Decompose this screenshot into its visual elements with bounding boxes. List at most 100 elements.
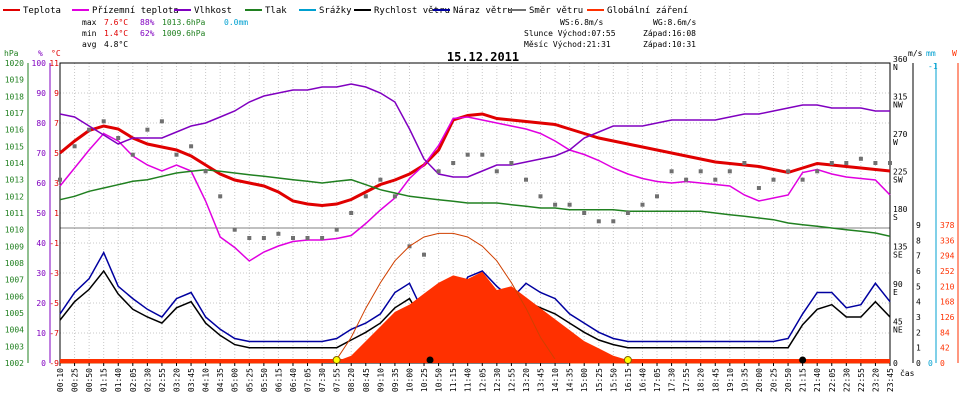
x-tick-label: 13:45 [537, 368, 546, 392]
x-tick-label: 00:10 [56, 368, 65, 392]
x-tick-label: 10:50 [435, 368, 444, 392]
temp-axis-tick: -3 [49, 269, 59, 278]
x-tick-label: 14:10 [551, 368, 560, 392]
series-tlak-line [59, 168, 891, 238]
series-smer-point [611, 219, 616, 224]
solar-axis-tick: 84 [940, 328, 950, 337]
hpa-axis-tick: 1017 [5, 109, 24, 118]
windms-axis-tick: 2 [916, 328, 921, 337]
series-pocitova-line [59, 116, 891, 262]
legend: Teplota Přízemní teplota Vlhkost Tlak Srážky… [3, 6, 688, 16]
series-smer-point [349, 211, 354, 215]
series-smer-point [524, 177, 528, 182]
winddir-axis-tick: 360 [893, 55, 908, 64]
hpa-axis-tick: 1005 [5, 309, 24, 318]
stat-slunce: Slunce Východ:07:55 [524, 29, 616, 38]
series-smer-point [567, 202, 572, 207]
series-smer-point [87, 127, 92, 132]
series-smer-point [378, 177, 383, 182]
x-tick-label: 21:15 [799, 368, 808, 392]
temp-axis-label: °C [51, 49, 61, 58]
winddir-axis-tick: NE [893, 326, 903, 335]
winddir-axis-tick: W [893, 138, 898, 147]
x-tick-label: 04:10 [202, 368, 211, 392]
windms-axis-tick: 6 [916, 267, 921, 276]
solar-axis-tick: 336 [940, 236, 955, 245]
pct-axis-tick: 70 [36, 149, 46, 158]
rain-axis-tick: -1 [928, 62, 938, 71]
solar-axis-tick: 42 [940, 344, 950, 353]
series-smer-point [771, 177, 776, 182]
series-smer-point [713, 177, 718, 182]
series-smer-point [334, 227, 339, 232]
series-smer-point [218, 194, 223, 199]
x-tick-label: 22:30 [842, 368, 851, 392]
winddir-axis-tick: 270 [893, 130, 908, 139]
pct-axis-tick: 20 [36, 299, 46, 308]
legend-label-pocitova: Přízemní teplota [92, 6, 179, 16]
series-smer-point [727, 169, 732, 174]
windms-axis-tick: 4 [916, 298, 921, 307]
temp-axis-tick: 7 [54, 119, 59, 128]
windms-axis-tick: 1 [916, 344, 921, 353]
pct-axis-tick: 50 [36, 209, 46, 218]
legend-label-vlhkost: Vlhkost [194, 6, 232, 16]
chart-title: 15.12.2011 [447, 50, 519, 64]
winddir-axis-tick: SW [893, 176, 903, 185]
x-tick-label: 23:45 [886, 368, 895, 392]
solar-axis-tick: 252 [940, 267, 955, 276]
x-tick-label: 12:55 [507, 368, 516, 392]
series-smer-point [159, 119, 164, 124]
x-tick-label: 12:05 [478, 368, 487, 392]
moonset-marker [426, 356, 434, 364]
solar-axis-tick: 0 [940, 359, 945, 368]
x-tick-label: 14:35 [566, 368, 575, 392]
series-smer-point [58, 177, 62, 182]
winddir-axis-tick: 45 [893, 318, 903, 327]
hpa-axis-tick: 1009 [5, 242, 24, 251]
temp-axis-tick: 1 [54, 209, 59, 218]
stat-max-rain: 0.0mm [224, 18, 248, 27]
pct-axis-tick: 100 [32, 59, 47, 68]
x-tick-label: 03:20 [173, 368, 182, 392]
legend-label-smer: Směr větru [529, 6, 583, 16]
x-tick-label: 21:40 [813, 368, 822, 392]
x-tick-label: 07:55 [333, 368, 342, 392]
x-axis: 00:10 00:25 00:50 01:15 01:40 02:05 02:30 02:55… [56, 363, 895, 392]
solar-axis-tick: 210 [940, 282, 955, 291]
windms-axis-tick: 3 [916, 313, 921, 322]
series-smer-point [844, 161, 849, 165]
stat-slunce-zapad: Západ:16:08 [643, 29, 696, 38]
x-tick-label: 20:00 [755, 368, 764, 392]
series-smer-point [101, 119, 106, 124]
legend-label-rychlost: Rychlost větru [374, 6, 450, 16]
x-tick-label: 18:45 [711, 368, 720, 392]
x-tick-label: 11:40 [464, 368, 473, 392]
winddir-axis-tick: 0 [893, 359, 898, 368]
hpa-axis-tick: 1015 [5, 142, 24, 151]
stat-ws: WS:6.8m/s [560, 18, 604, 27]
hpa-axis-tick: 1012 [5, 192, 24, 201]
winddir-axis-tick: 135 [893, 243, 908, 252]
series-smer-point [494, 169, 499, 174]
series-smer-point [189, 144, 194, 149]
series-smer-point [130, 152, 135, 157]
winddir-axis-tick: E [893, 288, 898, 297]
x-tick-label: 05:50 [260, 368, 269, 392]
stat-wg: WG:8.6m/s [653, 18, 697, 27]
x-tick-label: 11:15 [449, 368, 458, 392]
pct-axis-tick: 90 [36, 89, 46, 98]
x-tick-label: 12:30 [493, 368, 502, 392]
x-tick-label: 00:50 [85, 368, 94, 392]
series-smer-point [116, 136, 121, 140]
series-smer-point [800, 177, 805, 182]
stat-mesic-zapad: Západ:10:31 [643, 40, 696, 49]
series-smer-point [553, 202, 558, 207]
series-smer-point [276, 231, 281, 236]
hpa-axis-tick: 1010 [5, 226, 24, 235]
x-tick-label: 23:20 [871, 368, 880, 392]
series-smer-point [465, 152, 470, 157]
series [58, 83, 892, 364]
series-smer-point [786, 169, 791, 174]
